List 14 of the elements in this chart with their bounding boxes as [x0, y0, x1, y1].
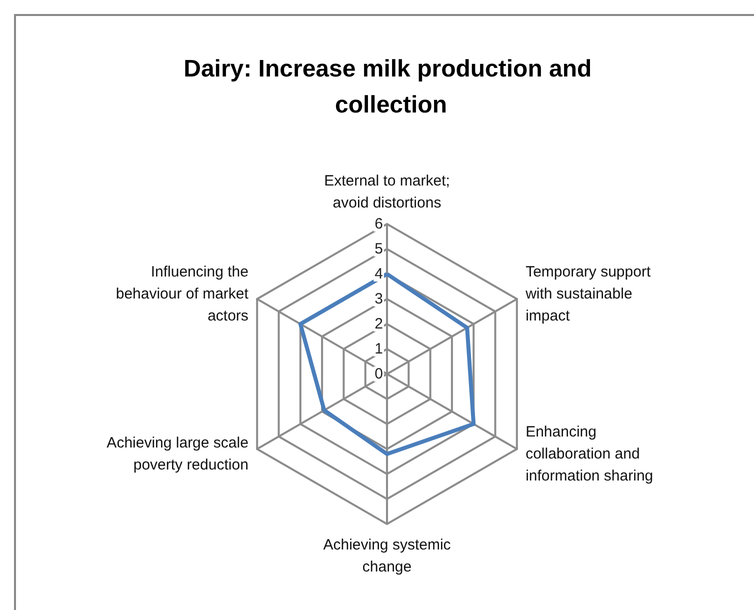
- y-tick-label: 0: [374, 366, 383, 382]
- y-tick-label: 2: [374, 316, 383, 332]
- spoke-label: Enhancing collaboration and information sharing: [526, 424, 654, 484]
- y-tick-label: 5: [374, 240, 383, 258]
- y-tick-label: 6: [374, 216, 383, 232]
- y-tick-label: 1: [374, 340, 383, 358]
- spoke-label: Temporary support with sustainable impact: [524, 264, 652, 324]
- y-tick-label: 3: [374, 290, 383, 308]
- chart-title: Dairy: Increase milk production and collection: [184, 56, 598, 118]
- spoke-label: Influencing the behaviour of market actors: [116, 264, 250, 324]
- y-tick-label: 4: [374, 266, 383, 282]
- spoke-label: Achieving systemic change: [323, 536, 452, 576]
- spoke-label: External to market; avoid distortions: [324, 172, 450, 212]
- spoke-label: Achieving large scale poverty reduction: [106, 434, 248, 474]
